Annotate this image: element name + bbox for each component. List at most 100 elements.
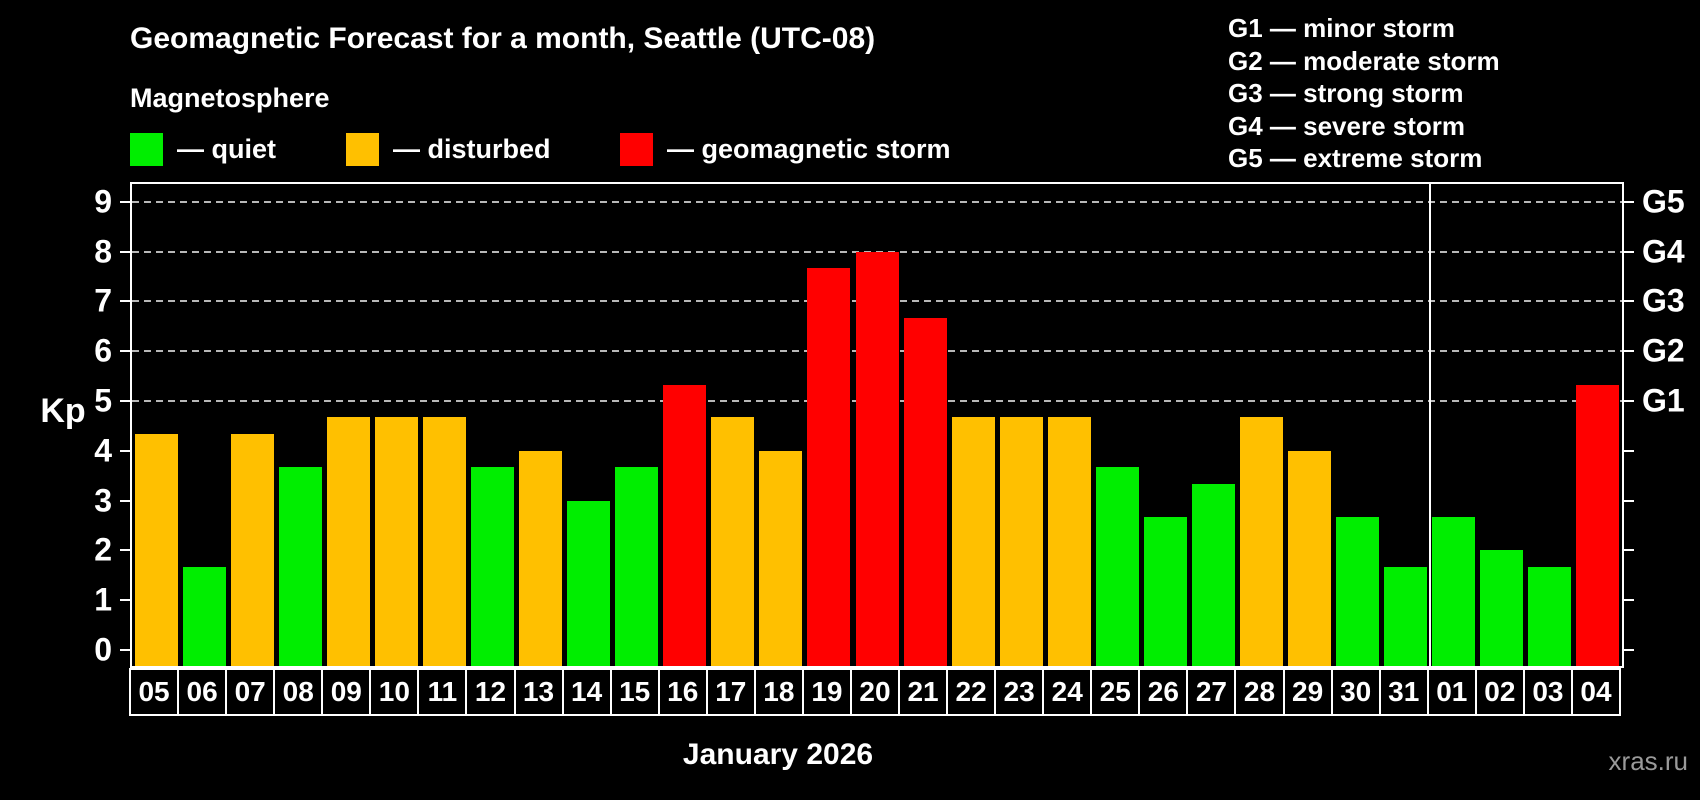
y-tick-label-6: 6	[94, 332, 112, 369]
day-label-18: 18	[753, 668, 804, 716]
chart-subtitle: Magnetosphere	[130, 83, 330, 113]
day-label-21: 21	[898, 668, 949, 716]
bar-day-05	[134, 434, 178, 666]
g-label-G5: G5	[1642, 183, 1685, 220]
bar-day-20	[855, 251, 899, 666]
bar-day-12	[470, 467, 514, 666]
legend-swatch-quiet	[130, 133, 163, 166]
y-tick-7	[120, 300, 130, 303]
day-label-20: 20	[849, 668, 901, 716]
bar-day-27	[1191, 484, 1235, 666]
g-tick-2	[1624, 549, 1634, 552]
bar-day-14	[567, 500, 611, 666]
day-label-30: 30	[1330, 668, 1381, 716]
g-label-G3: G3	[1642, 282, 1685, 319]
g-scale-legend-line-5: G5 — extreme storm	[1228, 143, 1483, 173]
bar-day-04	[1576, 384, 1620, 666]
bar-day-23	[999, 417, 1043, 666]
y-tick-8	[120, 250, 130, 253]
month-separator-line	[1428, 184, 1431, 666]
bar-day-09	[326, 417, 370, 666]
day-label-26: 26	[1138, 668, 1189, 716]
y-tick-label-9: 9	[94, 183, 112, 220]
day-label-01: 01	[1426, 668, 1477, 716]
bar-day-03	[1528, 566, 1572, 666]
gridline-kp-9	[132, 200, 1622, 203]
legend-swatch-disturbed	[346, 133, 379, 166]
day-label-27: 27	[1186, 668, 1237, 716]
g-tick-5	[1624, 400, 1634, 402]
g-scale-legend-line-4: G4 — severe storm	[1228, 110, 1466, 141]
legend-item-disturbed: — disturbed	[346, 133, 551, 166]
day-label-02: 02	[1474, 668, 1525, 716]
bar-day-08	[278, 467, 322, 666]
day-label-29: 29	[1282, 668, 1333, 716]
y-tick-label-5: 5	[94, 382, 112, 419]
day-label-16: 16	[657, 668, 708, 716]
g-tick-1	[1624, 599, 1634, 602]
y-axis-label: Kp	[40, 392, 86, 430]
day-label-12: 12	[465, 668, 516, 716]
bar-day-25	[1095, 467, 1139, 666]
x-axis-month-label: January 2026	[682, 738, 874, 771]
day-label-08: 08	[273, 668, 324, 716]
bar-day-21	[903, 317, 947, 666]
legend-item-quiet: — quiet	[130, 133, 276, 166]
bar-day-11	[422, 417, 466, 666]
day-label-04: 04	[1570, 668, 1621, 716]
day-label-06: 06	[177, 668, 228, 716]
bar-day-22	[951, 417, 995, 666]
day-label-10: 10	[369, 668, 420, 716]
y-tick-6	[120, 350, 130, 353]
g-tick-0	[1624, 649, 1634, 651]
gridline-kp-8	[132, 250, 1622, 253]
day-label-03: 03	[1522, 668, 1573, 716]
g-scale-legend-line-1: G1 — minor storm	[1228, 13, 1455, 43]
bar-day-19	[807, 268, 851, 666]
y-tick-2	[120, 549, 130, 552]
day-label-07: 07	[225, 668, 276, 716]
g-label-G4: G4	[1642, 233, 1685, 270]
day-label-17: 17	[705, 668, 756, 716]
day-label-14: 14	[561, 668, 612, 716]
bar-day-24	[1047, 417, 1091, 666]
bar-day-02	[1480, 550, 1524, 666]
g-tick-3	[1624, 499, 1634, 502]
bar-day-01	[1432, 517, 1476, 666]
y-tick-label-2: 2	[94, 531, 112, 568]
bar-day-28	[1240, 417, 1284, 666]
bar-day-13	[519, 450, 563, 666]
legend-label-quiet: — quiet	[177, 134, 276, 164]
y-tick-label-8: 8	[94, 233, 112, 270]
x-axis-day-labels: 05 06 07 08 09 10 11 12 13 14 15 16 17 18 19 20 21 22 23 24…	[129, 668, 1624, 716]
y-tick-label-3: 3	[94, 482, 112, 519]
bar-day-07	[230, 434, 274, 666]
day-label-24: 24	[1042, 668, 1093, 716]
bar-day-30	[1336, 517, 1380, 666]
day-label-28: 28	[1234, 668, 1285, 716]
g-tick-8	[1624, 250, 1634, 253]
y-tick-label-0: 0	[94, 631, 112, 668]
y-tick-5	[120, 400, 130, 402]
y-tick-3	[120, 499, 130, 502]
watermark: xras.ru	[1608, 746, 1688, 776]
g-label-G2: G2	[1642, 332, 1685, 369]
g-scale-legend-line-3: G3 — strong storm	[1228, 78, 1464, 108]
day-label-23: 23	[994, 668, 1045, 716]
day-label-15: 15	[609, 668, 660, 716]
bar-day-16	[663, 384, 707, 666]
day-label-22: 22	[946, 668, 997, 716]
day-label-31: 31	[1378, 668, 1429, 716]
bar-day-18	[759, 450, 803, 666]
y-tick-1	[120, 599, 130, 602]
day-label-19: 19	[801, 668, 852, 716]
g-tick-9	[1624, 200, 1634, 203]
day-label-25: 25	[1090, 668, 1141, 716]
legend-label-storm: — geomagnetic storm	[667, 134, 951, 164]
y-tick-label-4: 4	[94, 432, 112, 469]
g-scale-legend: G1 — minor storm G2 — moderate storm G3 — …	[1228, 12, 1500, 175]
bar-day-31	[1384, 566, 1428, 666]
bar-day-06	[182, 566, 226, 666]
y-tick-9	[120, 200, 130, 203]
